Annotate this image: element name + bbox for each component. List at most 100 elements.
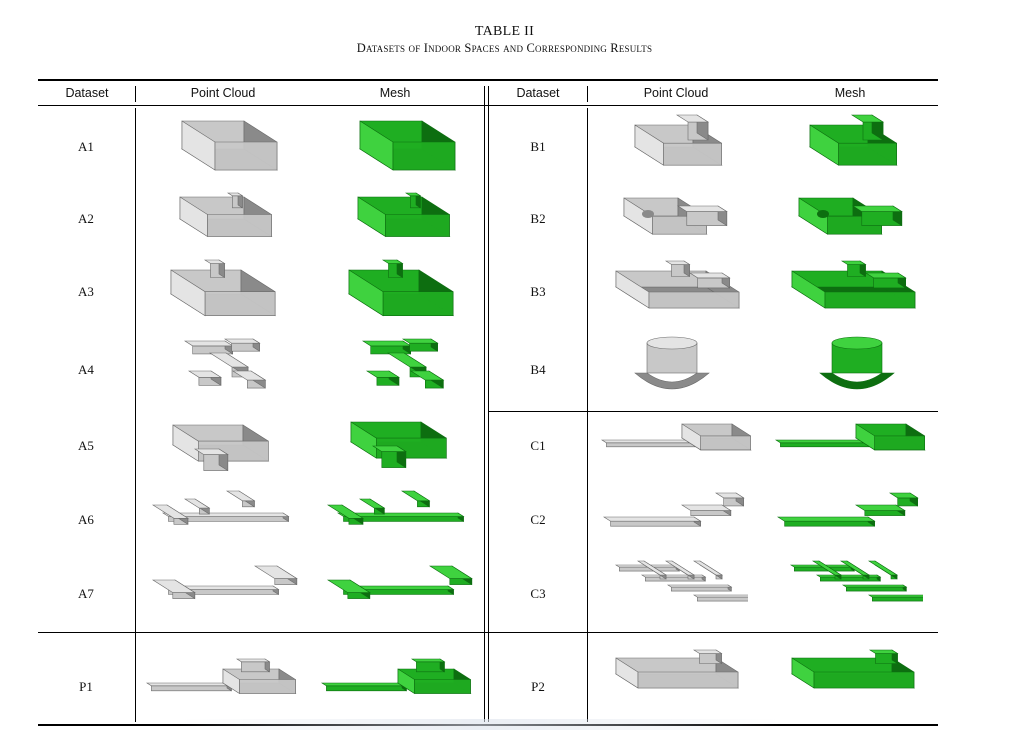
wing-c-top (400, 490, 431, 502)
room-front-wall (663, 142, 722, 166)
corridor-top (600, 439, 698, 444)
mesh-c1 (774, 423, 926, 451)
bar-2-top (666, 584, 733, 588)
corridor-top (776, 516, 876, 522)
floor-plan-front-wall (824, 291, 916, 309)
wing-c-top (223, 338, 261, 344)
bar-2-top (841, 584, 908, 588)
bump-top (850, 114, 885, 123)
col-divider-right (587, 86, 588, 102)
tower-top (381, 259, 404, 264)
office-block-front-wall (637, 671, 739, 689)
annex-top (193, 448, 229, 455)
center-double-rule-b (488, 86, 489, 722)
bar-3-front (697, 596, 748, 602)
scan-artifact (180, 719, 780, 730)
tower-top (410, 658, 446, 663)
mesh-p1 (320, 658, 472, 695)
bar-1-top (640, 574, 707, 578)
point-cloud-a7 (151, 565, 298, 600)
point-cloud-b1 (633, 114, 723, 166)
corridor-top (161, 512, 290, 517)
mesh-a1 (358, 120, 457, 171)
header-point-cloud-right: Point Cloud (643, 86, 709, 100)
mesh-a2 (356, 192, 451, 238)
wing-a-top (151, 504, 189, 519)
bar-1-top (815, 574, 882, 578)
mesh-c2 (776, 492, 919, 527)
tip-top (888, 492, 919, 499)
bump-top (675, 114, 710, 123)
rooms-front-wall (239, 679, 296, 694)
wing-e-top (231, 370, 267, 381)
header-point-cloud-left: Point Cloud (190, 86, 256, 100)
bar-3-top (867, 594, 923, 598)
header-mesh-right: Mesh (834, 86, 866, 100)
mesh-b1 (808, 114, 898, 166)
corridor-front (151, 685, 232, 692)
row-label-a6: A6 (78, 512, 94, 527)
table-number: TABLE II (474, 24, 535, 39)
room-front-wall (874, 435, 925, 451)
point-cloud-p1 (145, 658, 297, 695)
mesh-b4 (819, 336, 895, 390)
tower-top (404, 192, 422, 197)
col-divider-left (135, 86, 136, 102)
mesh-b2 (797, 197, 903, 235)
row-label-p1: P1 (79, 679, 93, 694)
wing-a-top (183, 340, 234, 347)
row-label-a7: A7 (78, 586, 94, 601)
annex-top (688, 272, 731, 279)
post-2-top (692, 560, 724, 576)
point-cloud-a3 (169, 259, 277, 317)
section-rule-right (489, 411, 938, 412)
post-0-top (811, 560, 843, 576)
cylinder-skirt (819, 372, 895, 390)
tip-top (714, 492, 745, 499)
wing-b-top (208, 352, 250, 368)
room-front-wall (838, 142, 897, 166)
bar-2-front (670, 586, 732, 592)
room-front-wall (207, 214, 272, 237)
wing-d-top (365, 370, 400, 378)
wing-a-top (326, 504, 364, 519)
row-label-b2: B2 (530, 211, 546, 226)
mesh-b3 (790, 260, 916, 309)
annex-top (864, 272, 907, 279)
tower-top (868, 649, 899, 654)
wing-b-top (358, 498, 386, 509)
row-label-b4: B4 (530, 362, 546, 377)
row-label-a1: A1 (78, 139, 94, 154)
room-front-wall (204, 291, 276, 317)
bar-2-front (845, 586, 907, 592)
corridor-top (320, 682, 408, 687)
header-mesh-left: Mesh (379, 86, 411, 100)
corridor-top (145, 682, 233, 687)
tower-top (203, 259, 226, 264)
room-front-wall (385, 214, 450, 237)
corridor-front (606, 442, 697, 448)
corridor-front (780, 442, 871, 448)
wing-e-top (409, 370, 445, 381)
point-cloud-b3 (614, 260, 740, 309)
wing-b-top (386, 352, 428, 368)
block-b-top (253, 565, 298, 579)
office-block-front-wall (813, 671, 915, 689)
mesh-a3 (347, 259, 455, 317)
row-label-c2: C2 (530, 512, 546, 527)
top-rule (38, 79, 938, 81)
row-label-b3: B3 (530, 284, 546, 299)
annex-top (676, 205, 728, 212)
point-cloud-p2 (614, 649, 740, 689)
mesh-a5 (349, 421, 448, 469)
post-1-top (839, 560, 871, 576)
row-label-a5: A5 (78, 438, 94, 453)
room-front-wall (392, 141, 456, 171)
point-cloud-c2 (602, 492, 745, 527)
header-dataset-left: Dataset (65, 86, 109, 100)
corridor-front (326, 685, 407, 692)
mesh-a6 (326, 490, 465, 525)
row-label-c3: C3 (530, 586, 546, 601)
block-b-top (428, 565, 473, 579)
room-front-wall (382, 291, 454, 317)
